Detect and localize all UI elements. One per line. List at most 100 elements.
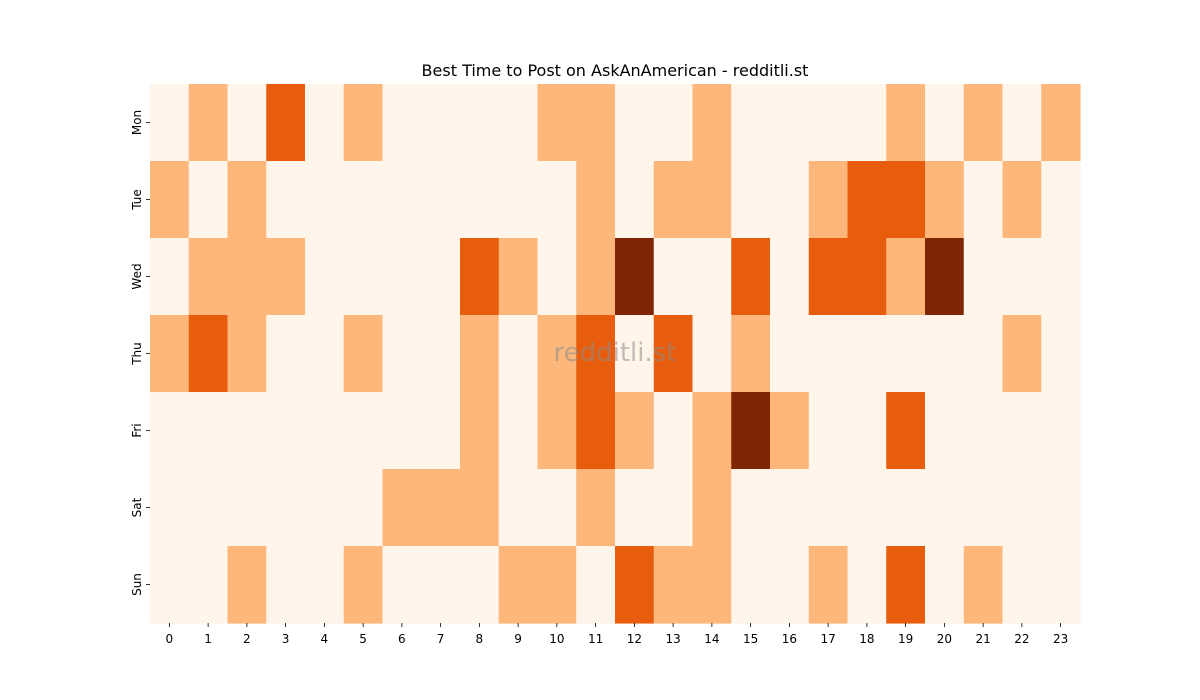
heatmap-cell-fri-14 [692,392,732,470]
heatmap-cell-thu-13 [653,315,694,393]
heatmap-cell-wed-12 [615,238,655,316]
heatmap-cell-sat-18 [847,469,887,547]
heatmap-cell-sat-22 [1002,469,1042,547]
heatmap-cell-wed-16 [770,238,810,316]
heatmap-cell-mon-8 [460,84,500,162]
heatmap-cell-thu-12 [615,315,655,393]
y-tick-label: Sat [130,497,144,517]
x-tick-label: 19 [898,632,913,646]
heatmap-cell-sat-15 [731,469,771,547]
heatmap-cell-mon-14 [692,84,732,162]
heatmap-cell-sun-9 [498,546,539,624]
heatmap-cell-sat-20 [925,469,965,547]
heatmap-cell-wed-22 [1002,238,1042,316]
heatmap-cell-wed-20 [925,238,965,316]
heatmap-cell-fri-15 [731,392,771,470]
x-tick-label: 12 [627,632,642,646]
heatmap-cell-wed-23 [1041,238,1081,316]
x-tick-label: 20 [937,632,952,646]
heatmap-cell-sun-14 [692,546,732,624]
heatmap-cell-thu-8 [460,315,500,393]
x-tick-label: 16 [782,632,797,646]
heatmap-cell-thu-17 [808,315,849,393]
chart-title: Best Time to Post on AskAnAmerican - red… [422,61,809,80]
heatmap-cell-fri-10 [537,392,577,470]
x-tick-label: 9 [514,632,522,646]
heatmap-cell-thu-21 [963,315,1004,393]
heatmap-cell-thu-18 [847,315,887,393]
heatmap-cell-thu-23 [1041,315,1081,393]
x-tick-label: 8 [476,632,484,646]
heatmap-cell-mon-9 [498,84,539,162]
heatmap-cell-sun-7 [421,546,461,624]
heatmap-cell-sat-0 [150,469,190,547]
heatmap-cell-sat-12 [615,469,655,547]
heatmap-cell-sun-11 [576,546,616,624]
heatmap-cell-mon-17 [808,84,849,162]
heatmap-cell-sat-7 [421,469,461,547]
heatmap-cell-sat-8 [460,469,500,547]
x-tick-label: 3 [282,632,290,646]
y-tick-label: Fri [130,423,144,437]
x-tick-label: 17 [820,632,835,646]
x-tick-label: 4 [321,632,329,646]
heatmap-cell-tue-11 [576,161,616,239]
x-tick-label: 23 [1053,632,1068,646]
heatmap-cell-tue-4 [305,161,345,239]
heatmap-cell-tue-1 [188,161,229,239]
heatmap-cell-mon-20 [925,84,965,162]
heatmap-cell-wed-0 [150,238,190,316]
heatmap-cell-sun-12 [615,546,655,624]
heatmap-cells [150,84,1081,624]
y-tick-label: Thu [130,342,144,366]
heatmap-cell-sun-19 [886,546,926,624]
heatmap-cell-wed-11 [576,238,616,316]
heatmap-cell-thu-3 [266,315,306,393]
heatmap-cell-sun-6 [382,546,422,624]
heatmap-cell-mon-13 [653,84,694,162]
heatmap-cell-fri-16 [770,392,810,470]
heatmap-cell-thu-9 [498,315,539,393]
heatmap-cell-wed-1 [188,238,229,316]
heatmap-cell-fri-11 [576,392,616,470]
heatmap-cell-sun-1 [188,546,229,624]
heatmap-cell-mon-4 [305,84,345,162]
x-tick-label: 15 [743,632,758,646]
heatmap-cell-wed-19 [886,238,926,316]
heatmap-cell-thu-14 [692,315,732,393]
heatmap-cell-tue-16 [770,161,810,239]
y-tick-label: Mon [130,110,144,135]
heatmap-cell-fri-9 [498,392,539,470]
heatmap-cell-fri-18 [847,392,887,470]
heatmap-cell-mon-0 [150,84,190,162]
heatmap-cell-thu-7 [421,315,461,393]
heatmap-cell-tue-13 [653,161,694,239]
heatmap-cell-fri-8 [460,392,500,470]
heatmap-cell-sun-23 [1041,546,1081,624]
heatmap-cell-fri-5 [343,392,384,470]
heatmap-cell-mon-5 [343,84,384,162]
heatmap-cell-sun-21 [963,546,1004,624]
heatmap-cell-sun-16 [770,546,810,624]
heatmap-cell-sat-23 [1041,469,1081,547]
heatmap-cell-mon-21 [963,84,1004,162]
heatmap-cell-sat-19 [886,469,926,547]
heatmap-cell-fri-21 [963,392,1004,470]
heatmap-cell-mon-11 [576,84,616,162]
heatmap-cell-mon-22 [1002,84,1042,162]
heatmap-cell-thu-2 [227,315,267,393]
heatmap-cell-thu-1 [188,315,229,393]
heatmap-cell-tue-12 [615,161,655,239]
heatmap-cell-fri-23 [1041,392,1081,470]
heatmap-cell-thu-16 [770,315,810,393]
heatmap-cell-fri-0 [150,392,190,470]
heatmap-cell-tue-18 [847,161,887,239]
heatmap-cell-sun-20 [925,546,965,624]
heatmap-cell-wed-18 [847,238,887,316]
x-tick-label: 1 [204,632,212,646]
heatmap-cell-sat-1 [188,469,229,547]
x-tick-label: 14 [704,632,719,646]
heatmap-cell-fri-2 [227,392,267,470]
x-tick-label: 18 [859,632,874,646]
heatmap-cell-sun-5 [343,546,384,624]
